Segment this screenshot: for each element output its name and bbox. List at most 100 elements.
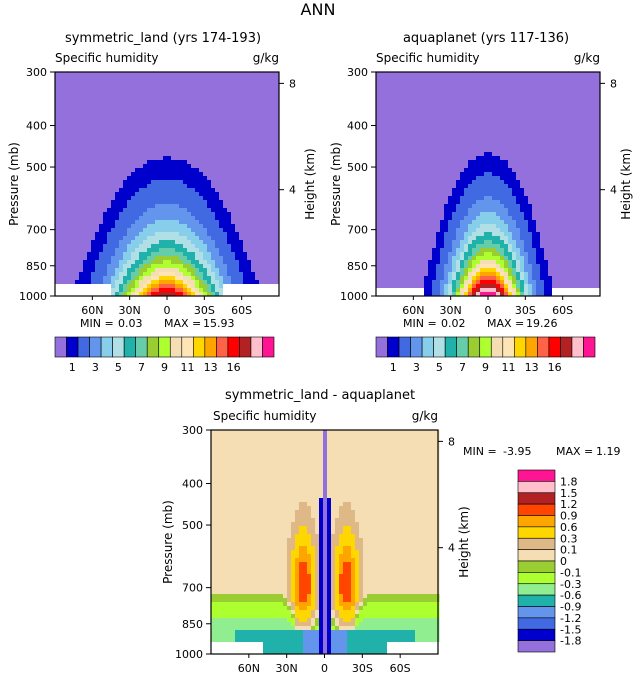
contour-cell — [251, 220, 256, 225]
contour-cell — [271, 144, 276, 149]
contour-cell — [480, 188, 485, 193]
contour-cell — [203, 140, 208, 145]
contour-cell — [448, 192, 453, 197]
contour-cell — [139, 268, 144, 273]
contour-cell — [420, 164, 425, 169]
contour-cell — [159, 200, 164, 205]
contour-cell — [512, 180, 517, 185]
contour-cell — [384, 164, 389, 169]
contour-cell — [151, 240, 156, 245]
contour-cell — [484, 140, 489, 145]
contour-cell — [239, 112, 244, 117]
contour-cell — [263, 228, 268, 233]
contour-cell — [255, 268, 260, 273]
contour-cell — [400, 104, 405, 109]
contour-cell — [251, 236, 256, 241]
contour-cell — [416, 136, 421, 141]
contour-cell — [91, 284, 96, 289]
contour-cell — [183, 120, 188, 125]
contour-cell — [468, 160, 473, 165]
contour-cell — [568, 80, 573, 85]
contour-cell — [540, 152, 545, 157]
contour-cell — [115, 212, 120, 217]
contour-cell — [135, 248, 140, 253]
contour-cell — [211, 132, 216, 137]
contour-cell — [440, 156, 445, 161]
contour-cell — [183, 136, 188, 141]
contour-cell — [235, 252, 240, 257]
contour-cell — [263, 232, 268, 237]
contour-cell — [255, 176, 260, 181]
contour-cell — [251, 112, 256, 117]
contour-cell — [123, 276, 128, 281]
contour-cell — [392, 100, 397, 105]
contour-cell — [492, 80, 497, 85]
contour-cell — [408, 120, 413, 125]
contour-cell — [99, 156, 104, 161]
contour-cell — [404, 176, 409, 181]
contour-cell — [556, 148, 561, 153]
contour-cell — [476, 148, 481, 153]
contour-cell — [576, 184, 581, 189]
contour-cell — [115, 152, 120, 157]
contour-cell — [59, 180, 64, 185]
contour-cell — [536, 180, 541, 185]
contour-cell — [63, 252, 68, 257]
contour-cell — [59, 212, 64, 217]
contour-cell — [79, 228, 84, 233]
contour-cell — [163, 176, 168, 181]
contour-cell — [396, 160, 401, 165]
contour-cell — [508, 108, 513, 113]
contour-cell — [219, 164, 224, 169]
contour-cell — [440, 92, 445, 97]
contour-cell — [199, 292, 204, 297]
contour-cell — [183, 116, 188, 121]
contour-cell — [63, 260, 68, 265]
contour-cell — [123, 268, 128, 273]
contour-cell — [520, 192, 525, 197]
contour-cell — [271, 76, 276, 81]
contour-cell — [183, 220, 188, 225]
contour-cell — [59, 268, 64, 273]
contour-cell — [219, 232, 224, 237]
contour-cell — [588, 72, 593, 77]
contour-cell — [552, 168, 557, 173]
colorbar-swatch — [158, 336, 171, 358]
contour-cell — [275, 180, 280, 185]
contour-cell — [412, 112, 417, 117]
contour-cell — [159, 92, 164, 97]
contour-cell — [520, 80, 525, 85]
contour-cell — [127, 280, 132, 285]
contour-cell — [143, 224, 148, 229]
contour-cell — [147, 192, 152, 197]
contour-cell — [55, 288, 60, 293]
contour-cell — [211, 216, 216, 221]
contour-cell — [199, 196, 204, 201]
contour-cell — [79, 120, 84, 125]
contour-cell — [516, 112, 521, 117]
contour-cell — [215, 292, 220, 297]
contour-cell — [187, 84, 192, 89]
contour-cell — [75, 120, 80, 125]
contour-cell — [263, 268, 268, 273]
contour-cell — [179, 112, 184, 117]
contour-cell — [199, 84, 204, 89]
contour-cell — [484, 184, 489, 189]
contour-cell — [271, 128, 276, 133]
contour-cell — [380, 160, 385, 165]
contour-cell — [199, 224, 204, 229]
contour-cell — [524, 72, 529, 77]
contour-cell — [71, 84, 76, 89]
contour-cell — [275, 284, 280, 289]
contour-cell — [107, 224, 112, 229]
contour-cell — [428, 172, 433, 177]
contour-cell — [492, 92, 497, 97]
contour-cell — [231, 232, 236, 237]
contour-cell — [187, 192, 192, 197]
contour-cell — [263, 292, 268, 297]
contour-cell — [131, 224, 136, 229]
contour-cell — [191, 260, 196, 265]
contour-cell — [91, 160, 96, 165]
contour-cell — [211, 172, 216, 177]
contour-cell — [115, 204, 120, 209]
